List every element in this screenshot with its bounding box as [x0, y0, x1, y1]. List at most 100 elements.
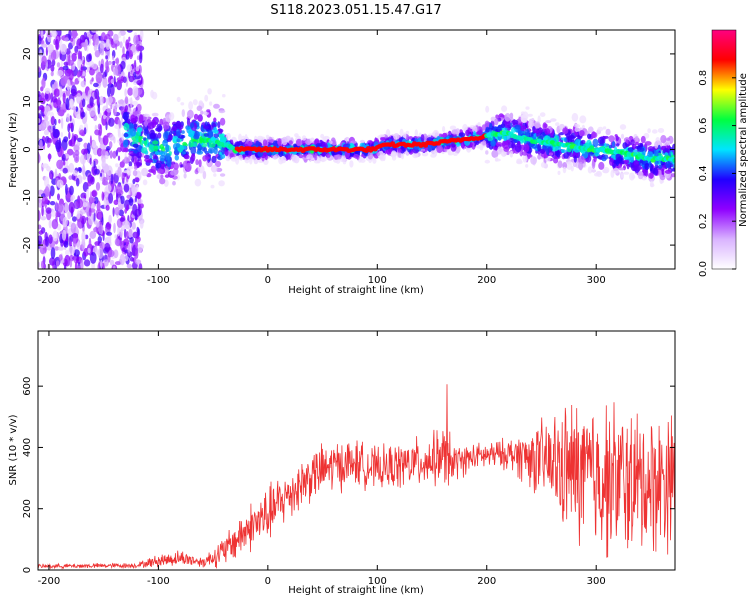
spectrogram-spread-mark — [142, 179, 148, 186]
spectrogram-spread-mark — [400, 151, 405, 160]
spectrogram-noise-mark — [76, 198, 83, 209]
spectrogram-noise-mark — [113, 222, 116, 234]
spectrogram-noise-mark — [41, 106, 45, 113]
spectrogram-spread-mark — [152, 140, 159, 145]
spectrogram-noise-mark — [76, 265, 82, 269]
colorbar-label: Normalized spectral amplitude — [738, 73, 749, 227]
spectrogram-spread-mark — [213, 146, 218, 155]
spectrogram-noise-mark — [128, 161, 133, 167]
spectrogram-noise-mark — [51, 84, 55, 94]
spectrogram-noise-mark — [112, 207, 115, 217]
spectrogram-spread-mark — [660, 135, 667, 144]
spectrogram-noise-mark — [99, 95, 104, 106]
spectrogram-noise-mark — [119, 253, 126, 266]
spectrogram-noise-mark — [58, 254, 63, 261]
x-tick-label: -200 — [38, 576, 61, 587]
spectrogram-noise-mark — [117, 197, 121, 206]
spectrogram-noise-mark — [100, 259, 103, 269]
spectrogram-noise-mark — [64, 254, 71, 267]
spectrogram-noise-mark — [60, 131, 64, 138]
spectrogram-noise-mark — [135, 191, 142, 199]
spectrogram-spread-mark — [335, 158, 341, 164]
spectrogram-noise-mark — [108, 249, 115, 258]
spectrogram-noise-mark — [99, 172, 103, 177]
snr-x-label: Height of straight line (km) — [288, 585, 424, 596]
spectrogram-spread-mark — [280, 156, 287, 164]
spectrogram-noise-mark — [47, 142, 50, 149]
spectrogram-spread-mark — [124, 105, 128, 112]
spectrogram-noise-mark — [103, 197, 107, 209]
spectrogram-spread-mark — [315, 143, 321, 148]
spectrogram-noise-mark — [80, 64, 83, 76]
spectrogram-noise-mark — [128, 36, 131, 42]
spectrogram-noise-mark — [69, 185, 74, 196]
spectrogram-spread-mark — [265, 134, 270, 140]
spectrogram-noise-mark — [84, 111, 88, 123]
spectrogram-spread-mark — [248, 149, 252, 157]
spectrogram-noise-mark — [66, 79, 71, 91]
spectrogram-spread-mark — [209, 101, 213, 106]
spectrogram-noise-mark — [129, 97, 132, 104]
spectrogram-spread-mark — [143, 154, 150, 159]
spectrogram-spread-mark — [301, 135, 307, 141]
spectrogram-spread-mark — [214, 160, 221, 168]
spectrogram-spread-mark — [211, 155, 217, 164]
spectrogram-noise-mark — [67, 211, 72, 220]
spectrogram-spread-mark — [217, 121, 221, 129]
spectrogram-spread-mark — [159, 154, 166, 162]
spectrogram-spread-mark — [238, 133, 242, 142]
spectrogram-noise-mark — [118, 120, 122, 129]
spectrogram-noise-mark — [77, 137, 83, 142]
spectrogram-spread-mark — [436, 144, 443, 153]
spectrogram-noise-mark — [101, 157, 106, 167]
spectrogram-spread-mark — [185, 162, 192, 172]
spectrogram-noise-mark — [135, 65, 140, 72]
spectrogram-noise-mark — [48, 219, 52, 229]
spectrogram-spread-mark — [661, 168, 665, 175]
spectrogram-spread-mark — [320, 157, 326, 163]
spectrogram-spread-mark — [648, 172, 654, 179]
spectrogram-noise-mark — [106, 108, 112, 113]
spectrogram-spread-mark — [540, 153, 548, 158]
spectrogram-spread-mark — [335, 154, 342, 160]
spectrogram-noise-mark — [105, 66, 110, 73]
spectrogram-spread-mark — [544, 128, 551, 135]
spectrogram-noise-mark — [98, 224, 104, 235]
spectrogram-noise-mark — [97, 104, 101, 115]
spectrogram-spread-mark — [320, 133, 325, 139]
spectrogram-spread-mark — [200, 110, 204, 115]
spectrogram-noise-mark — [44, 87, 51, 94]
spectrogram-noise-mark — [120, 60, 126, 70]
spectrogram-spread-mark — [132, 170, 138, 177]
spectrogram-spread-mark — [664, 152, 668, 156]
spectrogram-noise-mark — [71, 132, 75, 144]
spectrogram-spread-mark — [562, 166, 567, 174]
spectrogram-noise-mark — [83, 142, 88, 149]
spectrogram-spread-mark — [532, 129, 540, 134]
spectrogram-spread-mark — [144, 120, 148, 127]
spectrogram-spread-mark — [152, 169, 157, 175]
spectrogram-spread-mark — [658, 164, 663, 169]
spectrogram-noise-mark — [52, 230, 58, 242]
spectrogram-noise-mark — [80, 111, 86, 118]
spectrogram-spread-mark — [181, 151, 187, 155]
spectrogram-noise-mark — [126, 204, 129, 212]
spectrogram-noise-mark — [115, 163, 119, 168]
spectrogram-noise-mark — [48, 138, 53, 144]
spectrogram-noise-mark — [115, 149, 118, 157]
spectrogram-spread-mark — [420, 148, 426, 152]
snr-y-label: SNR (10 * v/v) — [8, 414, 19, 485]
spectrogram-spread-mark — [640, 135, 646, 144]
spectrogram-noise-mark — [60, 117, 64, 130]
spectrogram-spread-mark — [138, 135, 142, 143]
spectrogram-spread-mark — [122, 170, 130, 174]
spectrogram-noise-mark — [68, 245, 75, 256]
spectrogram-spread-mark — [183, 154, 190, 160]
spectrogram-spread-mark — [176, 128, 181, 137]
spectrogram-spread-mark — [190, 153, 196, 162]
spectrogram-noise-mark — [117, 131, 122, 138]
spectrogram-noise-mark — [53, 246, 60, 251]
spectrogram-noise-mark — [56, 62, 61, 68]
spectrogram-spread-mark — [353, 154, 360, 159]
